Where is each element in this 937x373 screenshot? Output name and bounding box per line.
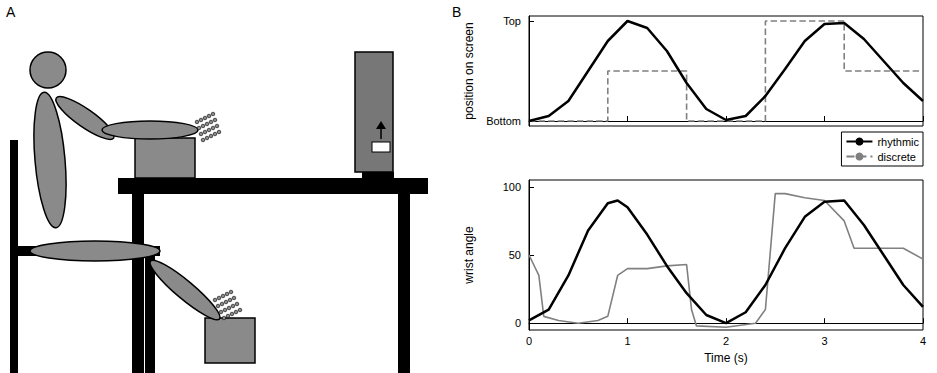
svg-text:rhythmic: rhythmic bbox=[877, 136, 919, 148]
svg-text:1: 1 bbox=[624, 335, 630, 347]
svg-text:0: 0 bbox=[526, 335, 532, 347]
svg-text:wrist angle: wrist angle bbox=[462, 226, 476, 285]
svg-text:100: 100 bbox=[503, 181, 521, 193]
svg-text:position on screen: position on screen bbox=[462, 22, 476, 119]
svg-text:discrete: discrete bbox=[877, 151, 916, 163]
svg-text:0: 0 bbox=[515, 317, 521, 329]
svg-text:2: 2 bbox=[723, 335, 729, 347]
svg-text:50: 50 bbox=[509, 249, 521, 261]
svg-text:3: 3 bbox=[821, 335, 827, 347]
html-text:A: A bbox=[6, 4, 16, 20]
svg-text:Time (s): Time (s) bbox=[704, 351, 748, 365]
svg-text:Top: Top bbox=[503, 15, 521, 27]
svg-text:4: 4 bbox=[920, 335, 926, 347]
svg-text:Bottom: Bottom bbox=[486, 115, 521, 127]
html-text:B: B bbox=[452, 4, 462, 20]
